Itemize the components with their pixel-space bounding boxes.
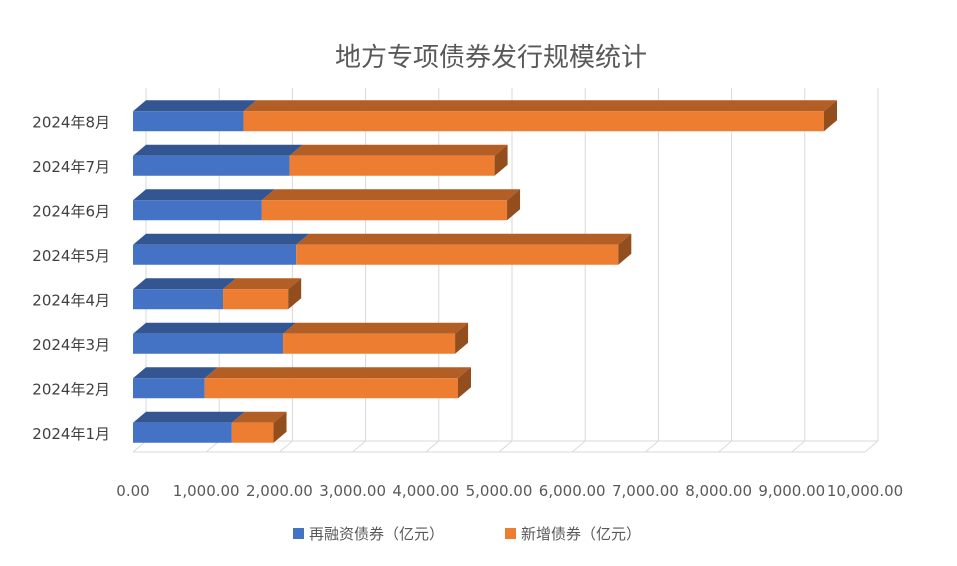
x-tick-label: 10,000.00 <box>827 482 903 500</box>
bar-new-issue-segment <box>261 189 521 221</box>
bar-top-face <box>133 367 218 379</box>
x-tick-label: 6,000.00 <box>539 482 606 500</box>
legend-label: 新增债券（亿元） <box>521 525 641 543</box>
bar-top-face <box>231 411 287 423</box>
gridline-floor <box>498 440 513 453</box>
bar-refinancing-segment <box>133 189 275 221</box>
bar-refinancing-segment <box>133 367 218 399</box>
bar-end-face <box>458 367 472 399</box>
bar-front-face <box>133 200 262 221</box>
gridline-floor <box>791 440 806 453</box>
bar-top-face <box>133 100 257 112</box>
bar-front-face <box>133 333 284 354</box>
y-axis-categories: 2024年1月 2024年2月 2024年3月 2024年4月 2024年5月 2024年… <box>32 113 110 443</box>
category-label: 2024年5月 <box>32 247 110 265</box>
bar-front-face <box>289 155 495 176</box>
bar-front-face <box>133 111 244 132</box>
x-axis-ticks: 0.00 1,000.00 2,000.00 3,000.00 4,000.00 5,00… <box>116 482 903 500</box>
x-tick-label: 9,000.00 <box>758 482 825 500</box>
bar-front-face <box>243 111 825 132</box>
chart-title: 地方专项债券发行规模统计 <box>335 43 647 73</box>
bar-top-face <box>133 322 297 334</box>
x-tick-label: 2,000.00 <box>246 482 313 500</box>
bar-front-face <box>231 422 274 443</box>
bar-top-face <box>133 189 275 201</box>
legend-swatch <box>293 528 304 539</box>
x-tick-label: 3,000.00 <box>319 482 386 500</box>
bar-end-face <box>273 411 287 443</box>
bar-end-face <box>507 189 521 221</box>
bar-new-issue-segment <box>296 233 632 265</box>
bar-new-issue-segment <box>204 367 472 399</box>
x-tick-label: 1,000.00 <box>173 482 240 500</box>
bar-front-face <box>296 244 619 265</box>
bar-front-face <box>204 378 459 399</box>
gridline-floor <box>132 440 147 453</box>
bar-front-face <box>133 422 232 443</box>
category-label: 2024年7月 <box>32 158 110 176</box>
bar-new-issue-segment <box>231 411 287 443</box>
bar-end-face <box>455 322 469 354</box>
legend-label: 再融资债券（亿元） <box>309 525 444 543</box>
legend: 再融资债券（亿元） 新增债券（亿元） <box>293 525 641 543</box>
gridline-floor <box>205 440 220 453</box>
bar-top-face <box>289 144 508 156</box>
bar-top-face <box>243 100 838 112</box>
gridline-floor <box>571 440 586 453</box>
bar-top-face <box>296 233 632 245</box>
bar-end-face <box>494 144 508 176</box>
bar-top-face <box>133 278 237 290</box>
x-tick-label: 0.00 <box>116 482 149 500</box>
bar-new-issue-segment <box>223 278 302 310</box>
x-tick-label: 5,000.00 <box>466 482 533 500</box>
legend-item: 再融资债券（亿元） <box>293 525 444 543</box>
bar-top-face <box>223 278 302 290</box>
bar-top-face <box>261 189 521 201</box>
x-tick-label: 7,000.00 <box>612 482 679 500</box>
gridline-floor <box>645 440 659 453</box>
bar-refinancing-segment <box>133 100 257 132</box>
bar-front-face <box>283 333 456 354</box>
gridline-floor <box>425 440 440 453</box>
bar-top-face <box>133 233 310 245</box>
bar-new-issue-segment <box>243 100 838 132</box>
bar-refinancing-segment <box>133 233 310 265</box>
legend-item: 新增债券（亿元） <box>505 525 641 543</box>
bar-top-face <box>204 367 472 379</box>
bar-end-face <box>618 233 632 265</box>
bar-refinancing-segment <box>133 278 237 310</box>
category-label: 2024年3月 <box>32 336 110 354</box>
category-label: 2024年1月 <box>32 425 110 443</box>
category-label: 2024年6月 <box>32 202 110 220</box>
bar-new-issue-segment <box>283 322 469 354</box>
bars <box>133 100 838 443</box>
bar-refinancing-segment <box>133 144 303 176</box>
bar-refinancing-segment <box>133 322 297 354</box>
bar-front-face <box>133 378 205 399</box>
bar-front-face <box>133 155 290 176</box>
bar-refinancing-segment <box>133 411 245 443</box>
bar-front-face <box>133 289 224 310</box>
x-tick-label: 4,000.00 <box>392 482 459 500</box>
gridline-floor <box>279 440 293 453</box>
bar-end-face <box>824 100 838 132</box>
gridline-floor <box>718 440 732 453</box>
gridline-floor <box>864 440 879 453</box>
gridline-floor <box>352 440 366 453</box>
category-label: 2024年4月 <box>32 291 110 309</box>
bar-top-face <box>133 411 245 423</box>
bar-front-face <box>223 289 289 310</box>
bar-front-face <box>133 244 297 265</box>
category-label: 2024年2月 <box>32 380 110 398</box>
bar-top-face <box>133 144 303 156</box>
legend-swatch <box>505 528 516 539</box>
bar-end-face <box>288 278 302 310</box>
bar-new-issue-segment <box>289 144 508 176</box>
bar-top-face <box>283 322 469 334</box>
bar-front-face <box>261 200 508 221</box>
category-label: 2024年8月 <box>32 113 110 131</box>
x-tick-label: 8,000.00 <box>685 482 752 500</box>
